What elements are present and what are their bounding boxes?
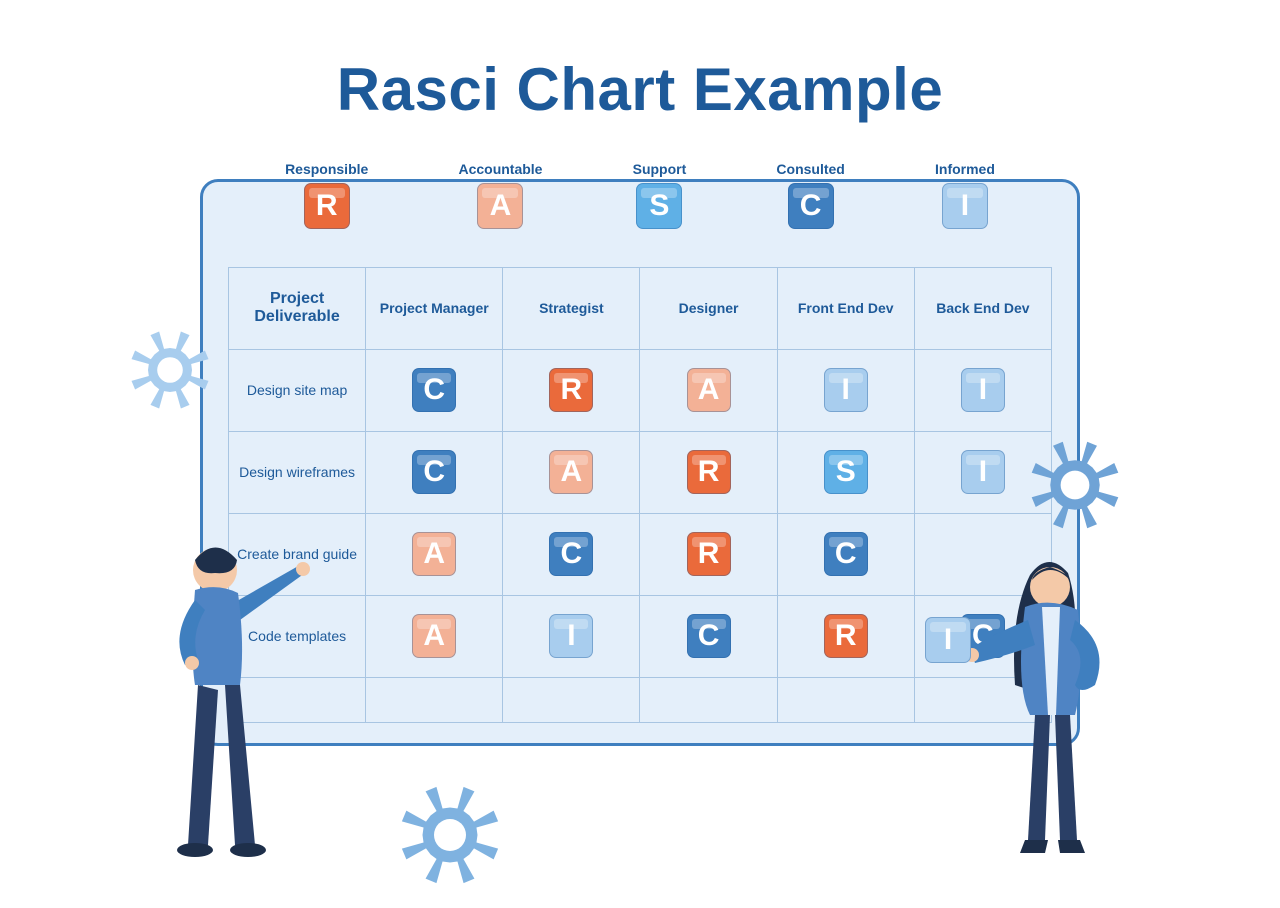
legend-badge-a: A — [477, 183, 523, 229]
matrix-cell: R — [503, 349, 640, 431]
cell-badge-i: I — [961, 450, 1005, 494]
matrix-cell: C — [777, 513, 914, 595]
matrix-cell: I — [914, 349, 1051, 431]
cell-badge-c: C — [687, 614, 731, 658]
spacer-cell — [777, 677, 914, 722]
column-header: Designer — [640, 267, 777, 349]
board-top-strip — [229, 227, 1052, 267]
matrix-cell: A — [503, 431, 640, 513]
cell-badge-r: R — [687, 450, 731, 494]
legend-label: Consulted — [776, 161, 844, 177]
row-label: Design site map — [229, 349, 366, 431]
matrix-cell: R — [640, 431, 777, 513]
gear-icon — [400, 785, 500, 885]
table-row: Design wireframes C A R S I — [229, 431, 1052, 513]
spacer-cell — [366, 677, 503, 722]
matrix-cell: R — [777, 595, 914, 677]
matrix-cell: S — [777, 431, 914, 513]
legend-badge-r: R — [304, 183, 350, 229]
gear-icon — [1030, 440, 1120, 530]
legend-label: Informed — [935, 161, 995, 177]
cell-badge-a: A — [412, 532, 456, 576]
gear-icon — [130, 330, 210, 410]
matrix-cell: A — [366, 513, 503, 595]
legend-badge-s: S — [636, 183, 682, 229]
row-header-title: Project Deliverable — [229, 267, 366, 349]
cell-badge-c: C — [824, 532, 868, 576]
matrix-cell: A — [366, 595, 503, 677]
matrix-cell: I — [503, 595, 640, 677]
floating-informed-badge: I — [925, 617, 971, 663]
matrix-cell: C — [503, 513, 640, 595]
legend-item-s: Support S — [633, 161, 687, 229]
row-label: Design wireframes — [229, 431, 366, 513]
matrix-cell: I — [777, 349, 914, 431]
cell-badge-a: A — [687, 368, 731, 412]
matrix-cell: A — [640, 349, 777, 431]
column-header: Front End Dev — [777, 267, 914, 349]
column-header: Project Manager — [366, 267, 503, 349]
cell-badge-r: R — [687, 532, 731, 576]
spacer-cell — [640, 677, 777, 722]
page-title: Rasci Chart Example — [0, 55, 1280, 124]
cell-badge-c: C — [549, 532, 593, 576]
column-header: Strategist — [503, 267, 640, 349]
spacer-row — [229, 677, 1052, 722]
person-female-illustration — [960, 545, 1140, 865]
spacer-cell — [503, 677, 640, 722]
matrix-cell: C — [366, 349, 503, 431]
cell-badge-a: A — [549, 450, 593, 494]
legend-label: Support — [633, 161, 687, 177]
legend-badge-c: C — [788, 183, 834, 229]
cell-badge-a: A — [412, 614, 456, 658]
legend-item-a: Accountable A — [458, 161, 542, 229]
rasci-legend: Responsible R Accountable A Support S Consulte… — [200, 161, 1080, 229]
legend-item-r: Responsible R — [285, 161, 368, 229]
matrix-cell: C — [640, 595, 777, 677]
cell-badge-c: C — [412, 450, 456, 494]
legend-label: Responsible — [285, 161, 368, 177]
legend-label: Accountable — [458, 161, 542, 177]
cell-badge-i: I — [549, 614, 593, 658]
column-header: Back End Dev — [914, 267, 1051, 349]
cell-badge-i: I — [824, 368, 868, 412]
matrix-cell: C — [366, 431, 503, 513]
table-row: Design site map C R A I I — [229, 349, 1052, 431]
legend-badge-i: I — [942, 183, 988, 229]
cell-badge-s: S — [824, 450, 868, 494]
cell-badge-i: I — [961, 368, 1005, 412]
matrix-cell: R — [640, 513, 777, 595]
table-row: Create brand guideACRC — [229, 513, 1052, 595]
cell-badge-c: C — [412, 368, 456, 412]
legend-item-i: Informed I — [935, 161, 995, 229]
legend-item-c: Consulted C — [776, 161, 844, 229]
cell-badge-r: R — [824, 614, 868, 658]
person-male-illustration — [140, 525, 310, 865]
cell-badge-r: R — [549, 368, 593, 412]
